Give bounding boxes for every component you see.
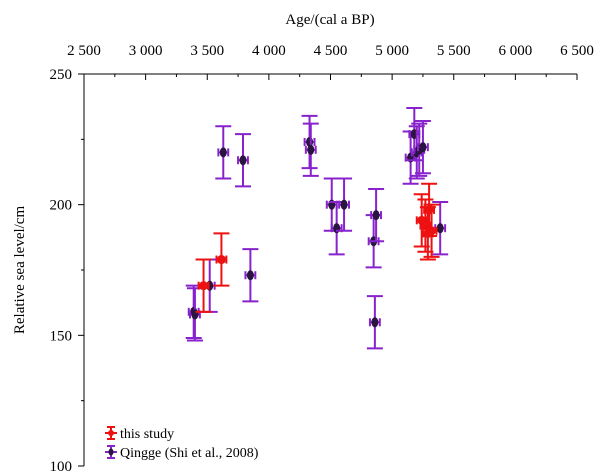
legend-marker xyxy=(108,430,114,436)
data-point xyxy=(414,120,431,175)
series-this-study xyxy=(195,182,440,313)
data-point xyxy=(195,258,212,313)
legend-item: Qingge (Shi et al., 2008) xyxy=(105,445,259,461)
data-point xyxy=(368,187,385,243)
data-marker xyxy=(216,255,226,265)
x-tick-label: 3 500 xyxy=(190,43,224,59)
series-qingge xyxy=(185,106,449,350)
x-tick-label: 6 500 xyxy=(560,43,594,59)
y-tick-label: 200 xyxy=(50,198,73,214)
x-tick-label: 3 000 xyxy=(129,43,163,59)
legend-label: this study xyxy=(120,427,174,442)
y-tick-label: 100 xyxy=(50,459,73,473)
data-point xyxy=(302,122,319,177)
y-tick-label: 250 xyxy=(50,67,73,83)
x-tick-label: 6 000 xyxy=(499,43,533,59)
data-point xyxy=(336,177,353,232)
axis-ticks: 2 500 3 000 3 500 4 000 4 500 5 000 5 500 6 000… xyxy=(50,43,594,473)
data-marker xyxy=(436,223,444,234)
data-marker xyxy=(371,317,379,328)
data-marker xyxy=(219,147,227,158)
data-marker xyxy=(427,226,437,236)
y-tick-label: 150 xyxy=(50,328,73,344)
data-point xyxy=(234,133,251,188)
data-marker xyxy=(372,210,380,221)
legend-marker xyxy=(108,448,114,456)
data-marks xyxy=(185,106,449,350)
data-point xyxy=(186,287,203,342)
data-marker xyxy=(340,199,348,210)
data-marker xyxy=(307,144,315,155)
legend-label: Qingge (Shi et al., 2008) xyxy=(120,446,259,461)
data-point xyxy=(366,295,383,350)
legend: this study Qingge (Shi et al., 2008) xyxy=(105,426,259,461)
axes xyxy=(83,73,577,466)
y-axis-title: Relative sea level/cm xyxy=(12,206,28,335)
data-point xyxy=(432,201,449,256)
legend-item: this study xyxy=(105,426,174,442)
data-point xyxy=(423,203,440,258)
data-point xyxy=(242,248,259,303)
data-marker xyxy=(199,281,209,291)
data-point xyxy=(215,125,232,180)
x-tick-label: 5 500 xyxy=(437,43,471,59)
x-tick-label: 5 000 xyxy=(375,43,409,59)
x-axis-title: Age/(cal a BP) xyxy=(285,12,374,28)
x-tick-label: 2 500 xyxy=(67,43,101,59)
data-marker xyxy=(246,270,254,281)
x-tick-label: 4 000 xyxy=(252,43,286,59)
data-marker xyxy=(239,155,247,166)
data-point xyxy=(213,232,230,287)
data-marker xyxy=(419,142,427,153)
x-tick-label: 4 500 xyxy=(314,43,348,59)
